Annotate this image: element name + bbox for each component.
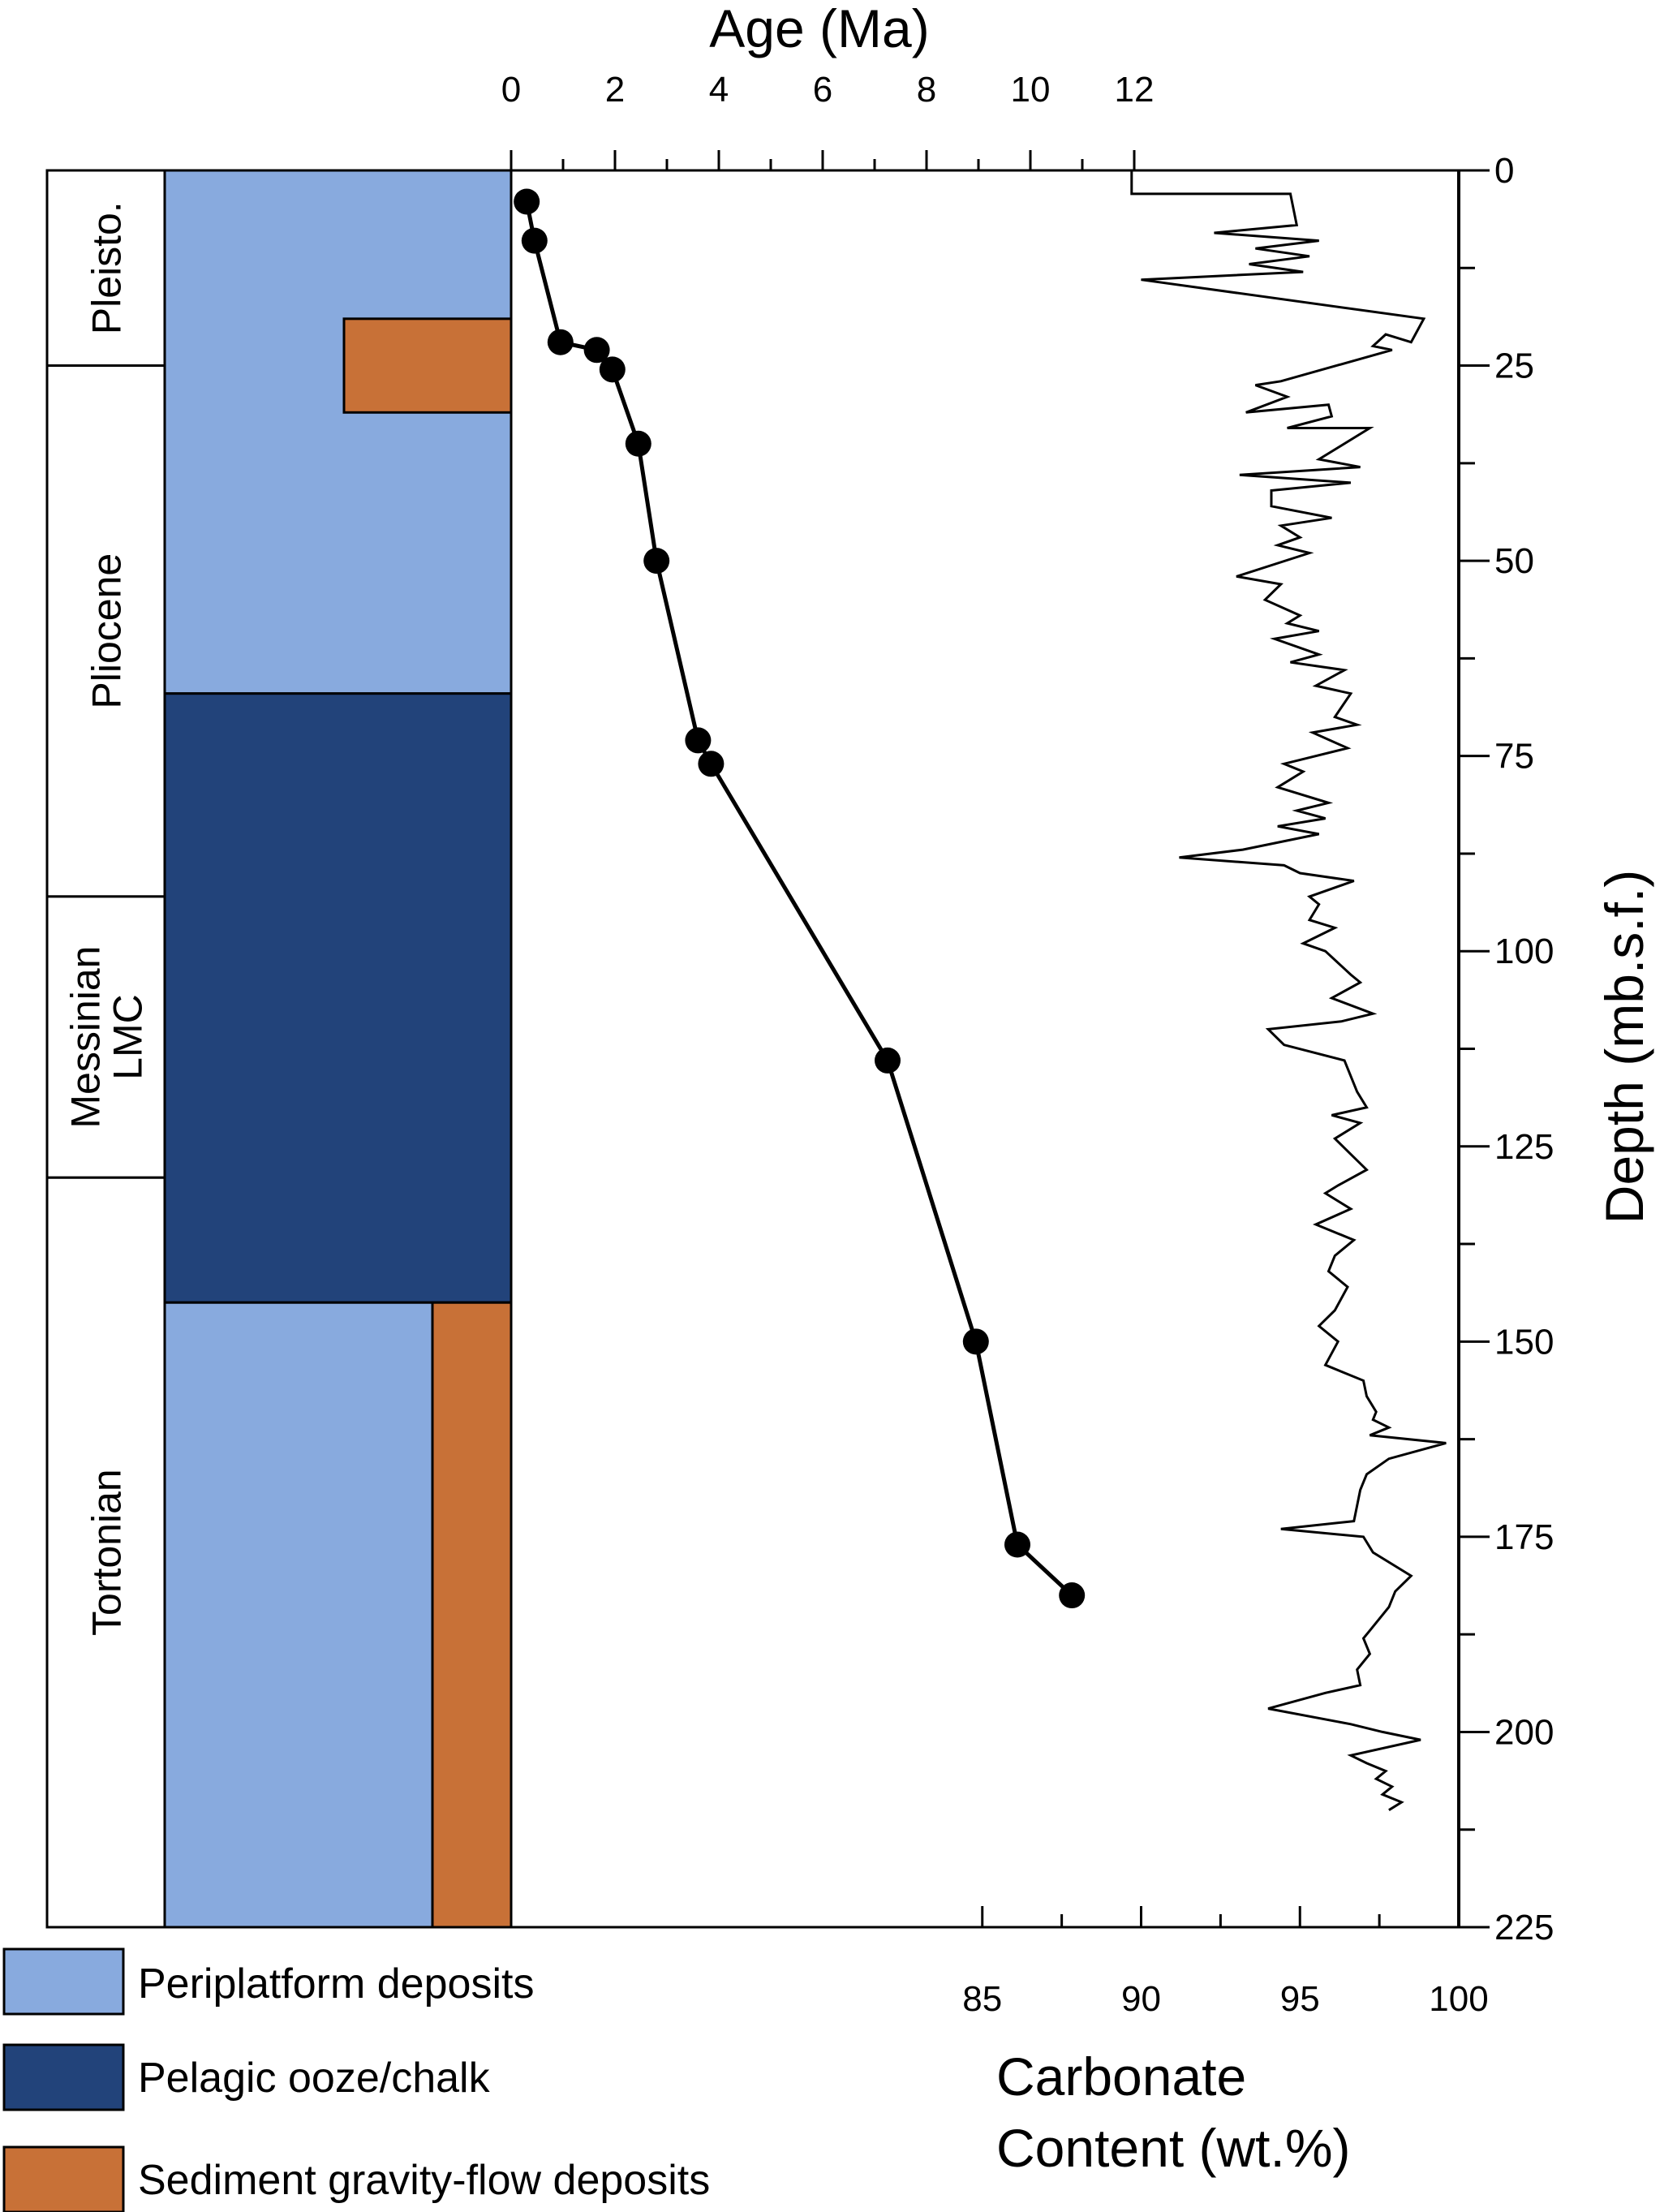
depth-tick-label: 150 [1494, 1322, 1554, 1362]
depth-tick-label: 200 [1494, 1712, 1554, 1752]
carbonate-axis-title-line2: Content (wt.%) [996, 2118, 1350, 2178]
age-tick-label: 0 [501, 70, 521, 110]
depth-axis-title: Depth (mb.s.f.) [1594, 870, 1654, 1224]
epoch-box [45, 169, 166, 368]
epoch-label: Messinian [63, 946, 109, 1129]
legend-label-gravity: Sediment gravity-flow deposits [138, 2157, 710, 2204]
age-depth-point [875, 1047, 901, 1074]
legend-swatch-pelagic [2, 2043, 125, 2111]
lithology-gravity [431, 1301, 513, 1929]
age-depth-point [599, 356, 626, 383]
age-depth-point [643, 548, 670, 575]
age-depth-point [685, 727, 712, 754]
age-tick-label: 10 [1011, 70, 1051, 110]
legend-swatch-periplatform [2, 1947, 125, 2016]
depth-tick-label: 75 [1494, 737, 1534, 777]
epoch-label: Pleisto. [84, 201, 130, 334]
age-tick-label: 12 [1115, 70, 1155, 110]
carbonate-content-line [1130, 170, 1447, 1811]
epoch-label: Pliocene [84, 553, 130, 709]
lithology-column [163, 169, 513, 1929]
legend: Periplatform deposits Pelagic ooze/chalk… [2, 1947, 710, 2212]
age-axis-title: Age (Ma) [709, 0, 929, 58]
legend-label-pelagic: Pelagic ooze/chalk [138, 2055, 491, 2102]
epoch-label: LMC [105, 994, 151, 1080]
carbonate-tick-label: 85 [962, 1979, 1002, 2019]
age-depth-point [625, 430, 651, 457]
age-tick-label: 6 [813, 70, 832, 110]
epoch-box [45, 1176, 166, 1929]
epoch-box [45, 895, 166, 1179]
lithology-periplatform [163, 169, 513, 695]
age-depth-point [583, 337, 610, 364]
age-depth-point [1059, 1582, 1086, 1609]
age-tick-label: 2 [605, 70, 625, 110]
age-depth-point [547, 329, 574, 355]
epoch-label: Tortonian [84, 1469, 130, 1636]
lithology-pelagic [163, 692, 513, 1304]
depth-tick-label: 25 [1494, 346, 1534, 386]
lithology-gravity [342, 317, 513, 414]
depth-tick-label: 100 [1494, 932, 1554, 971]
carbonate-axis-title-line1: Carbonate [996, 2046, 1246, 2107]
axes: 0 2 4 6 8 10 12 0 25 50 75 100 125 150 175 200 225 85 90 95… [501, 70, 1554, 2019]
age-depth-point [962, 1328, 989, 1355]
depth-tick-label: 175 [1494, 1517, 1554, 1557]
age-depth-point [1004, 1531, 1030, 1558]
depth-tick-label: 225 [1494, 1908, 1554, 1947]
age-tick-label: 8 [917, 70, 936, 110]
age-tick-label: 4 [709, 70, 729, 110]
carbonate-curve-layer [1130, 170, 1447, 1811]
epoch-box [45, 364, 166, 898]
legend-swatch-gravity [2, 2145, 125, 2212]
depth-tick-label: 50 [1494, 541, 1534, 581]
carbonate-tick-label: 90 [1121, 1979, 1161, 2019]
age-depth-point [514, 188, 540, 215]
age-depth-line [524, 201, 1073, 1597]
age-depth-curve-layer [514, 188, 1086, 1609]
carbonate-tick-label: 100 [1429, 1979, 1488, 2019]
age-depth-point [698, 751, 725, 777]
age-depth-point [521, 227, 548, 254]
legend-label-periplatform: Periplatform deposits [138, 1960, 534, 2008]
carbonate-tick-label: 95 [1280, 1979, 1320, 2019]
depth-tick-label: 125 [1494, 1127, 1554, 1167]
depth-tick-label: 0 [1494, 151, 1514, 191]
